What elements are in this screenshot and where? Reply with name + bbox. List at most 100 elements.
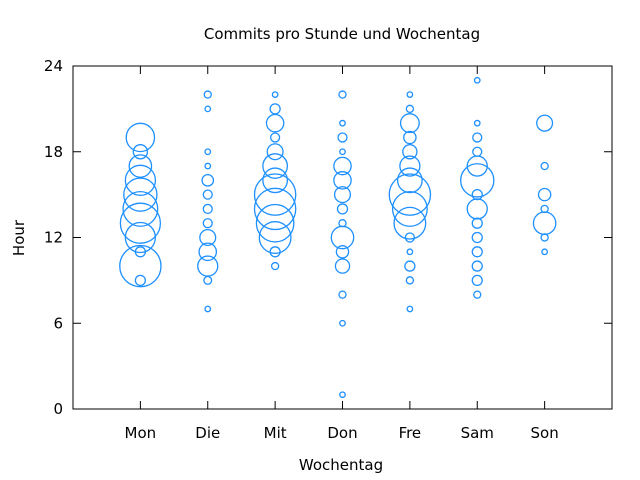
bubble-point xyxy=(265,113,285,133)
bubble-point xyxy=(399,155,421,177)
bubble-point xyxy=(405,104,415,114)
bubble-point xyxy=(198,242,218,262)
bubble-point xyxy=(399,113,420,134)
x-axis-title: Wochentag xyxy=(299,456,383,474)
bubble-point xyxy=(541,248,549,256)
bubble-point xyxy=(405,276,415,285)
bubble-point xyxy=(404,232,415,243)
bubble-point xyxy=(406,305,414,313)
bubble-point xyxy=(473,76,481,84)
bubble-point xyxy=(339,319,346,327)
bubble-point xyxy=(202,189,213,200)
bubble-point xyxy=(388,173,432,216)
x-tick-label: Sam xyxy=(461,424,494,442)
x-tick-label: Mit xyxy=(264,424,287,442)
bubble-point xyxy=(339,148,346,156)
bubble-point xyxy=(336,203,349,215)
bubble-point xyxy=(337,132,348,143)
bubble-point xyxy=(123,177,158,212)
bubble-point xyxy=(471,188,483,201)
bubble-point xyxy=(339,119,346,127)
bubble-point xyxy=(473,290,482,299)
x-tick-label: Son xyxy=(531,424,559,442)
bubble-point xyxy=(204,105,212,113)
bubble-point xyxy=(540,161,549,171)
bubble-point xyxy=(271,91,279,98)
bubble-point xyxy=(471,231,483,244)
bubble-point xyxy=(333,186,352,204)
bubble-point xyxy=(204,148,212,156)
y-tick-label: 0 xyxy=(53,400,63,418)
x-tick-label: Fre xyxy=(399,424,422,442)
y-axis-title: Hour xyxy=(10,219,28,256)
bubble-point xyxy=(122,190,159,227)
y-axis: 0 6 12 18 24 xyxy=(44,57,612,418)
y-tick-label: 18 xyxy=(44,143,63,161)
bubble-point xyxy=(204,305,212,313)
bubble-point xyxy=(396,167,423,194)
bubble-point xyxy=(253,173,297,216)
bubble-point xyxy=(472,132,483,143)
bubble-point xyxy=(460,163,495,198)
bubble-point xyxy=(472,146,483,157)
bubble-point xyxy=(202,203,213,215)
bubble-point xyxy=(270,261,280,271)
bubble-point xyxy=(536,114,554,132)
bubble-point xyxy=(124,221,157,254)
bubble-point xyxy=(406,91,414,98)
bubble-point xyxy=(269,246,281,258)
bubble-point xyxy=(391,190,428,227)
bubble-point xyxy=(333,156,352,176)
bubble-point xyxy=(255,203,295,243)
bubble-point xyxy=(338,219,347,228)
bubble-point xyxy=(258,221,292,254)
bubble-point xyxy=(119,202,162,244)
bubble-point xyxy=(269,103,281,115)
bubble-point xyxy=(203,90,212,99)
bubble-point xyxy=(404,260,416,272)
bubble-point xyxy=(334,258,351,274)
bubble-point xyxy=(132,144,149,160)
bubble-point xyxy=(203,275,213,285)
bubble-point xyxy=(338,90,347,99)
bubble-point xyxy=(125,122,156,153)
bubble-point xyxy=(335,245,350,259)
bubble-point xyxy=(333,171,352,190)
bubble-point xyxy=(466,155,488,177)
bubble-point xyxy=(540,204,549,214)
bubble-point xyxy=(406,248,414,256)
bubble-point xyxy=(338,290,347,299)
bubble-point xyxy=(128,154,153,178)
bubble-point xyxy=(471,260,483,272)
bubble-point xyxy=(471,274,483,287)
bubble-point xyxy=(134,274,147,287)
y-tick-label: 24 xyxy=(44,57,63,75)
bubble-point xyxy=(124,164,157,196)
bubble-point xyxy=(204,162,212,170)
bubble-point xyxy=(471,246,483,258)
bubble-point xyxy=(532,211,557,236)
bubble-point xyxy=(339,391,346,399)
x-tick-label: Mon xyxy=(125,424,157,442)
bubble-point xyxy=(262,167,289,194)
bubble-point xyxy=(199,228,217,247)
chart-title: Commits pro Stunde und Wochentag xyxy=(204,25,480,43)
bubble-point xyxy=(473,119,481,127)
x-tick-label: Don xyxy=(327,424,357,442)
y-tick-label: 6 xyxy=(53,314,63,332)
bubble-point xyxy=(119,244,162,288)
data-points xyxy=(119,76,557,399)
y-tick-label: 12 xyxy=(44,229,63,247)
x-tick-label: Die xyxy=(195,424,220,442)
bubble-point xyxy=(466,198,488,220)
bubble-point xyxy=(202,218,213,229)
bubble-point xyxy=(393,206,427,240)
bubble-point xyxy=(266,143,284,161)
bubble-point xyxy=(270,132,281,143)
x-axis: Mon Die Mit Don Fre Sam Son xyxy=(125,66,559,442)
bubble-point xyxy=(201,173,215,187)
bubble-point xyxy=(253,187,297,231)
bubble-point xyxy=(197,255,219,277)
